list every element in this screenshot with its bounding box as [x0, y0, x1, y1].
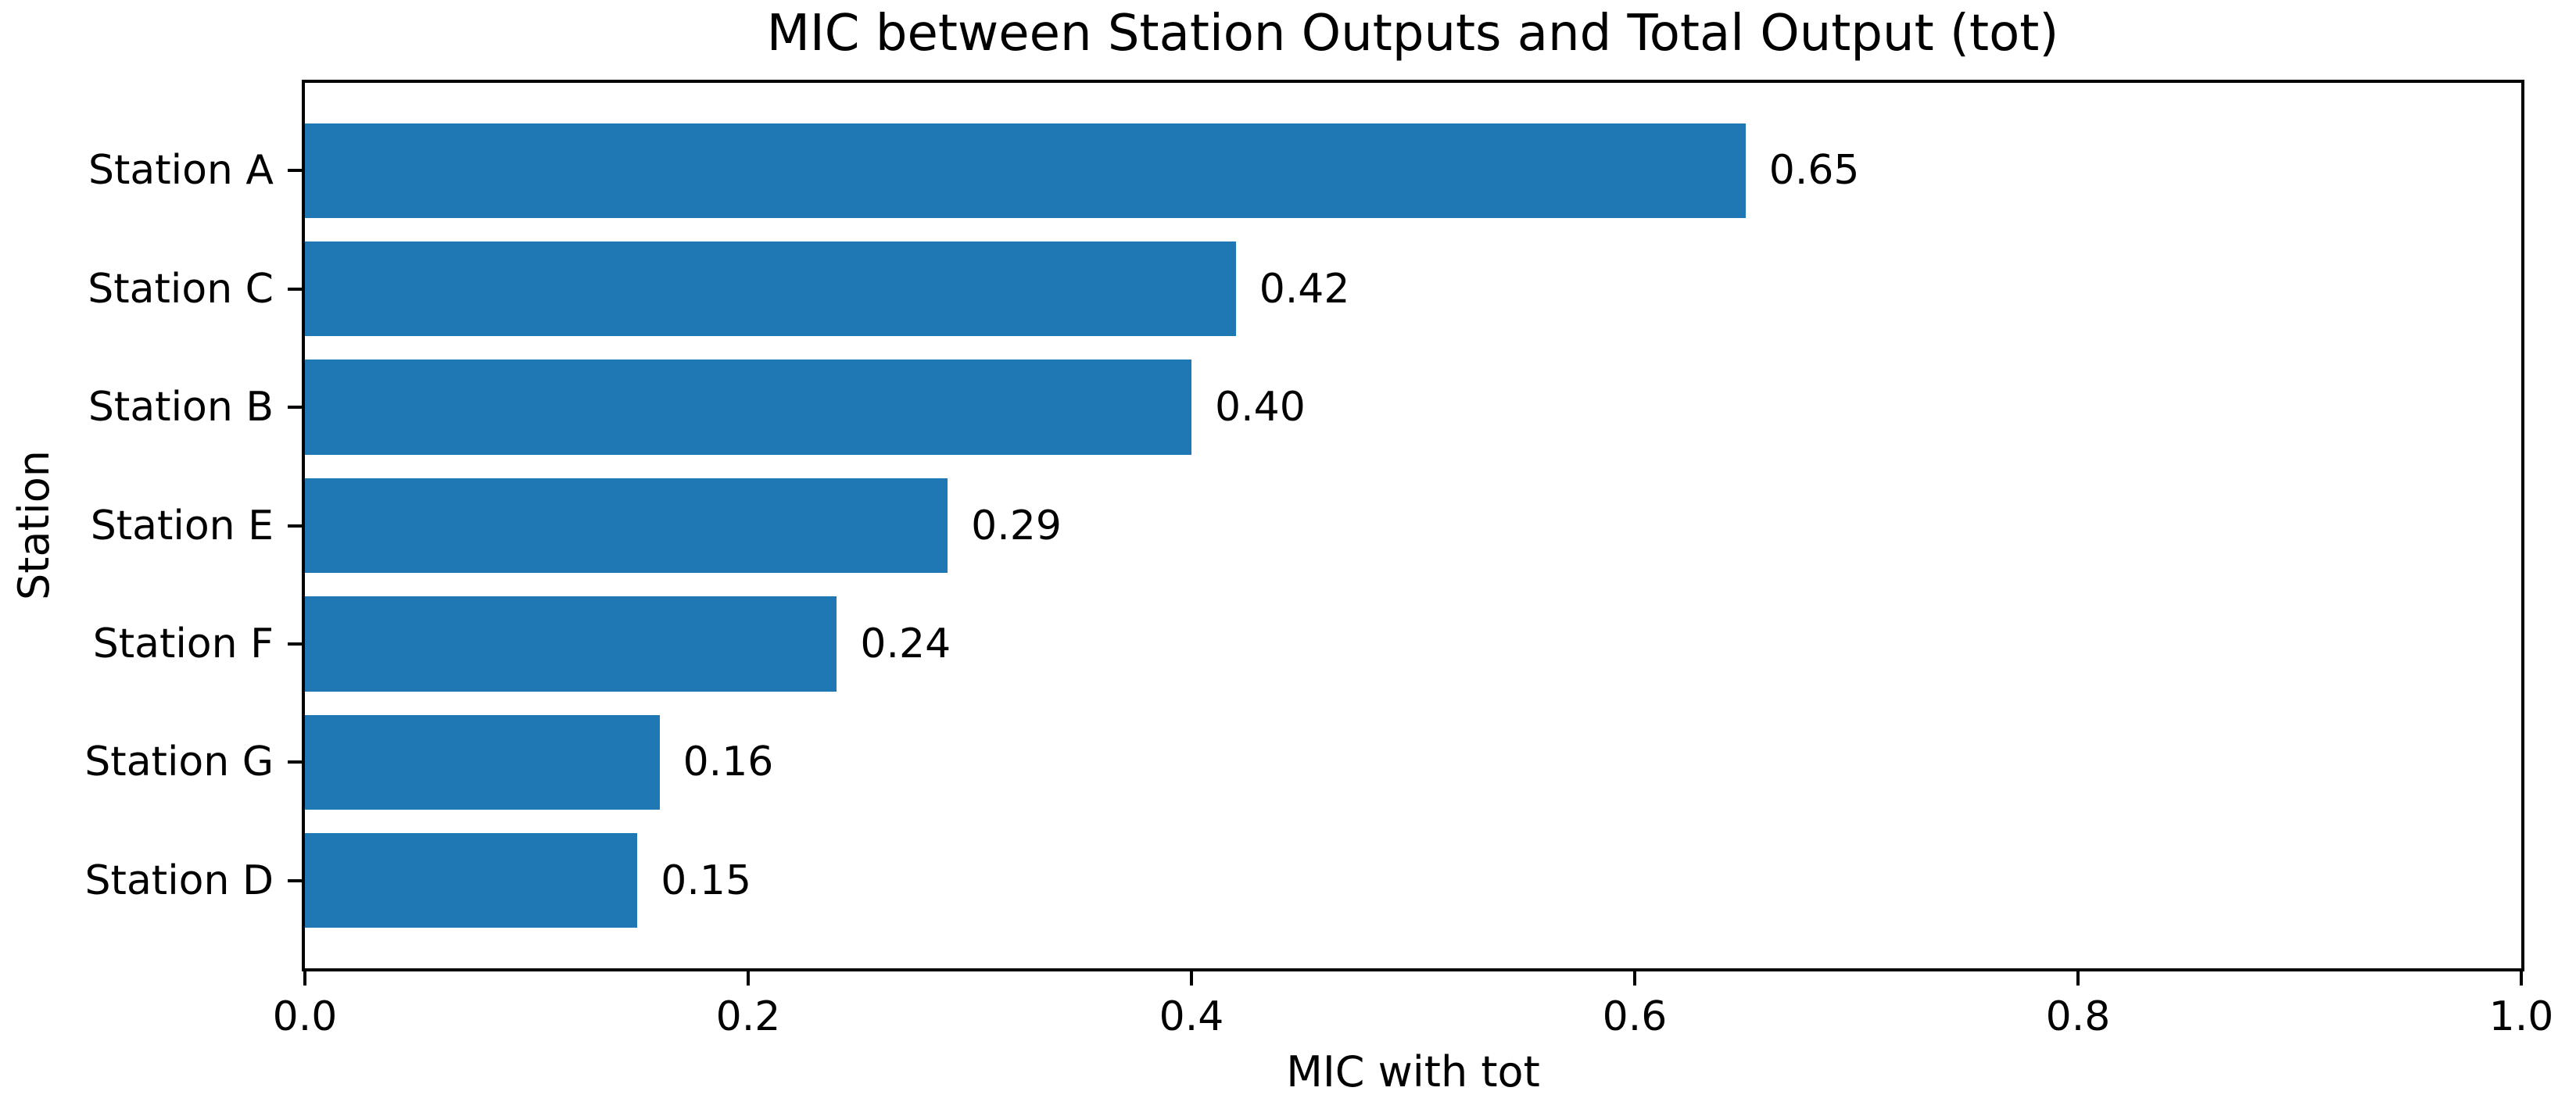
bar-station-b: [305, 360, 1191, 455]
x-tick-label: 0.6: [1602, 993, 1668, 1040]
x-tick-mark: [747, 971, 750, 986]
y-tick-mark: [288, 524, 302, 528]
y-tick-label-station-e: Station E: [90, 502, 274, 549]
bar-value-label: 0.29: [971, 502, 1062, 549]
x-tick-label: 0.0: [272, 993, 338, 1040]
y-tick-mark: [288, 287, 302, 291]
y-tick-mark: [288, 406, 302, 410]
bar-station-d: [305, 833, 638, 928]
y-axis-label: Station: [9, 450, 59, 600]
bar-station-f: [305, 596, 837, 692]
bar-station-a: [305, 123, 1746, 218]
y-tick-label-station-g: Station G: [84, 739, 274, 786]
bar-value-label: 0.40: [1215, 384, 1306, 431]
y-tick-mark: [288, 169, 302, 173]
x-tick-label: 0.8: [2045, 993, 2111, 1040]
x-axis-label: MIC with tot: [1286, 1047, 1540, 1096]
y-tick-label-station-d: Station D: [84, 857, 274, 904]
x-tick-mark: [2520, 971, 2523, 986]
plot-area: MIC with tot 0.65 Station A 0.42 Station C 0…: [84, 80, 2553, 1093]
y-tick-label-station-f: Station F: [92, 620, 274, 667]
chart-title: MIC between Station Outputs and Total Ou…: [766, 5, 2059, 63]
x-tick-mark: [2076, 971, 2080, 986]
bar-value-label: 0.15: [661, 857, 752, 904]
y-tick-label-station-c: Station C: [88, 265, 274, 313]
bar-value-label: 0.65: [1768, 147, 1860, 195]
bar-station-c: [305, 241, 1236, 337]
y-tick-label-station-b: Station B: [88, 384, 274, 431]
x-tick-label: 1.0: [2488, 993, 2554, 1040]
x-tick-label: 0.4: [1159, 993, 1224, 1040]
y-tick-mark: [288, 878, 302, 882]
y-tick-mark: [288, 760, 302, 764]
x-tick-mark: [1190, 971, 1193, 986]
y-tick-mark: [288, 642, 302, 646]
y-tick-label-station-a: Station A: [88, 147, 274, 195]
x-tick-mark: [1633, 971, 1636, 986]
bar-value-label: 0.16: [683, 739, 774, 786]
x-tick-mark: [303, 971, 306, 986]
bar-station-e: [305, 478, 948, 574]
bar-value-label: 0.24: [860, 620, 951, 667]
bar-station-g: [305, 714, 660, 810]
bar-value-label: 0.42: [1259, 265, 1350, 313]
x-tick-label: 0.2: [715, 993, 781, 1040]
